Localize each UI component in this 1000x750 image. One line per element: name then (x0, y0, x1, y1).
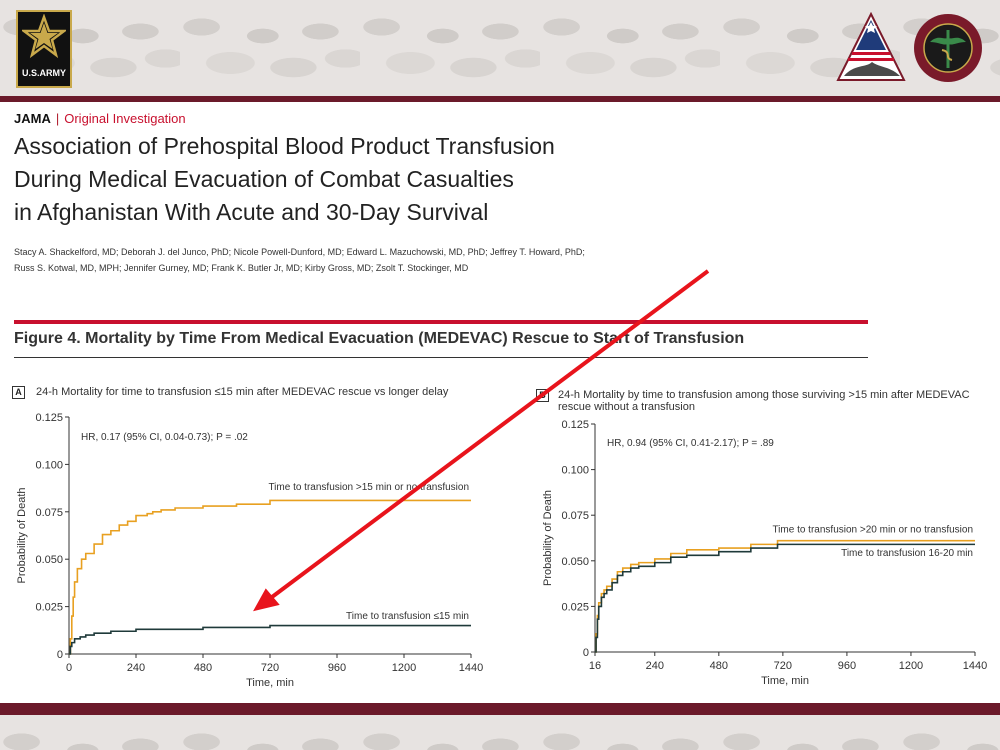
paper-title-line: During Medical Evacuation of Combat Casu… (14, 166, 514, 192)
footer-camo-band (0, 715, 1000, 750)
x-tick-label: 720 (261, 662, 279, 674)
journal-separator: | (55, 111, 60, 126)
y-tick-label: 0.075 (35, 507, 63, 519)
us-army-logo: U.S.ARMY (16, 10, 72, 88)
x-tick-label: 16 (589, 660, 601, 672)
y-tick-label: 0.125 (561, 419, 589, 431)
journal-line: JAMA | Original Investigation (14, 111, 186, 126)
author-list: Stacy A. Shackelford, MD; Deborah J. del… (14, 244, 774, 276)
x-tick-label: 0 (66, 662, 72, 674)
y-tick-label: 0.100 (561, 465, 589, 477)
y-tick-label: 0.075 (561, 510, 589, 522)
series-label-1: Time to transfusion >20 min or no transf… (772, 525, 973, 536)
y-tick-label: 0 (57, 649, 63, 661)
x-tick-label: 480 (194, 662, 212, 674)
hazard-ratio-annotation: HR, 0.17 (95% CI, 0.04-0.73); P = .02 (81, 432, 248, 443)
x-tick-label: 1440 (459, 662, 483, 674)
author-line: Stacy A. Shackelford, MD; Deborah J. del… (14, 247, 585, 257)
panel-a-letter: A (12, 386, 25, 399)
series-label-2: Time to transfusion ≤15 min (346, 611, 469, 622)
x-tick-label: 240 (646, 660, 664, 672)
x-tick-label: 960 (838, 660, 856, 672)
series-line-2 (595, 543, 975, 653)
paper-title-line: Association of Prehospital Blood Product… (14, 133, 555, 159)
x-tick-label: 480 (710, 660, 728, 672)
x-tick-label: 1440 (963, 660, 987, 672)
series-label-1: Time to transfusion >15 min or no transf… (268, 482, 469, 493)
army-logo-text: U.S.ARMY (21, 68, 66, 78)
usisr-logo (836, 12, 906, 81)
y-tick-label: 0.025 (35, 602, 63, 614)
y-tick-label: 0.050 (561, 556, 589, 568)
hazard-ratio-annotation: HR, 0.94 (95% CI, 0.41-2.17); P = .89 (607, 438, 774, 449)
footer-divider (0, 703, 1000, 715)
x-tick-label: 960 (328, 662, 346, 674)
journal-name: JAMA (14, 111, 51, 126)
figure-rule-top (14, 320, 868, 324)
panel-a-caption: 24-h Mortality for time to transfusion ≤… (36, 386, 449, 398)
author-line: Russ S. Kotwal, MD, MPH; Jennifer Gurney… (14, 263, 469, 273)
x-tick-label: 1200 (899, 660, 923, 672)
series-line-1 (69, 499, 471, 655)
y-tick-label: 0.100 (35, 459, 63, 471)
figure-rule-bottom (14, 357, 868, 358)
x-axis-label: Time, min (246, 677, 294, 689)
paper-title: Association of Prehospital Blood Product… (14, 130, 714, 229)
header-camo-band (0, 0, 1000, 96)
medical-command-logo (914, 14, 982, 82)
chart-panel-b: 0 0.025 0.050 0.075 0.100 0.125 16 240 480 720 960… (542, 419, 987, 687)
figure-title: Figure 4. Mortality by Time From Medical… (14, 330, 745, 347)
header-divider (0, 96, 1000, 102)
x-tick-label: 720 (774, 660, 792, 672)
x-tick-label: 1200 (392, 662, 416, 674)
x-axis-label: Time, min (761, 675, 809, 687)
series-label-2: Time to transfusion 16-20 min (841, 548, 973, 559)
y-tick-label: 0.125 (35, 412, 63, 424)
y-tick-label: 0.050 (35, 554, 63, 566)
paper-title-line: in Afghanistan With Acute and 30-Day Sur… (14, 199, 489, 225)
y-axis-label: Probability of Death (16, 488, 28, 584)
series-line-2 (69, 624, 471, 655)
article-type: Original Investigation (64, 111, 186, 126)
chart-panel-a: 0 0.025 0.050 0.075 0.100 0.125 0 240 480 720 960 1… (16, 412, 483, 689)
x-tick-label: 240 (127, 662, 145, 674)
y-tick-label: 0.025 (561, 601, 589, 613)
y-tick-label: 0 (583, 647, 589, 659)
y-axis-label: Probability of Death (542, 490, 554, 586)
army-star-icon (22, 14, 66, 59)
